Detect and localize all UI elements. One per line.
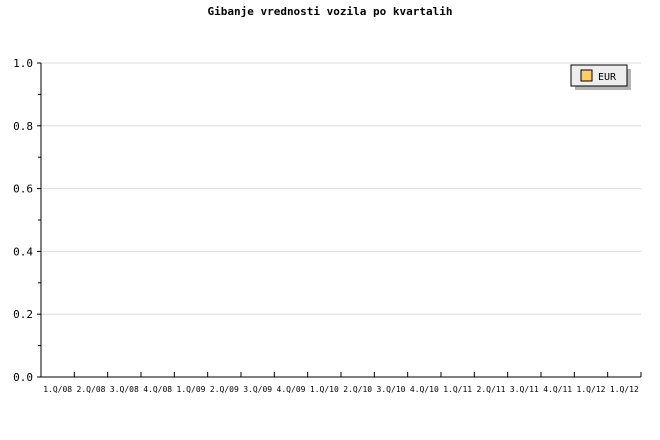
y-tick-label: 0.2 — [13, 308, 33, 321]
x-tick-label: 1.Q/09 — [177, 385, 206, 394]
x-tick-label: 2.Q/09 — [210, 385, 239, 394]
axes — [40, 63, 641, 378]
y-tick-label: 0.6 — [13, 183, 33, 196]
x-axis: 1.Q/08 2.Q/08 3.Q/08 4.Q/08 1.Q/09 2.Q/09 3.Q/… — [43, 372, 642, 394]
x-tick-label: 2.Q/11 — [477, 385, 506, 394]
y-tick-label: 0.8 — [13, 120, 33, 133]
x-tick-label: 1.Q/10 — [310, 385, 339, 394]
x-tick-label: 3.Q/10 — [377, 385, 406, 394]
x-tick-label: 2.Q/08 — [77, 385, 106, 394]
y-tick-label: 0.4 — [13, 245, 33, 258]
legend-label-eur: EUR — [598, 72, 617, 83]
x-tick-label: 1.Q/11 — [443, 385, 472, 394]
x-tick-label: 4.Q/10 — [410, 385, 439, 394]
y-tick-label: 1.0 — [13, 57, 33, 70]
x-tick-label: 1.Q/08 — [43, 385, 72, 394]
chart-title: Gibanje vrednosti vozila po kvartalih — [207, 5, 452, 18]
x-tick-label: 3.Q/09 — [243, 385, 272, 394]
y-axis: 0.0 0.2 0.4 0.6 0.8 1.0 — [13, 57, 41, 384]
x-tick-label: 3.Q/11 — [510, 385, 539, 394]
x-tick-label: 4.Q/11 — [543, 385, 572, 394]
x-tick-label: 1.Q/12 — [577, 385, 606, 394]
x-tick-label: 4.Q/09 — [277, 385, 306, 394]
x-tick-label: 3.Q/08 — [110, 385, 139, 394]
grid — [41, 62, 641, 315]
legend: EUR — [570, 64, 631, 90]
x-tick-label: 2.Q/10 — [343, 385, 372, 394]
x-tick-label: 1.Q/12 — [610, 385, 639, 394]
x-tick-label: 4.Q/08 — [143, 385, 172, 394]
y-tick-label: 0.0 — [13, 371, 33, 384]
legend-swatch-eur — [580, 69, 593, 82]
